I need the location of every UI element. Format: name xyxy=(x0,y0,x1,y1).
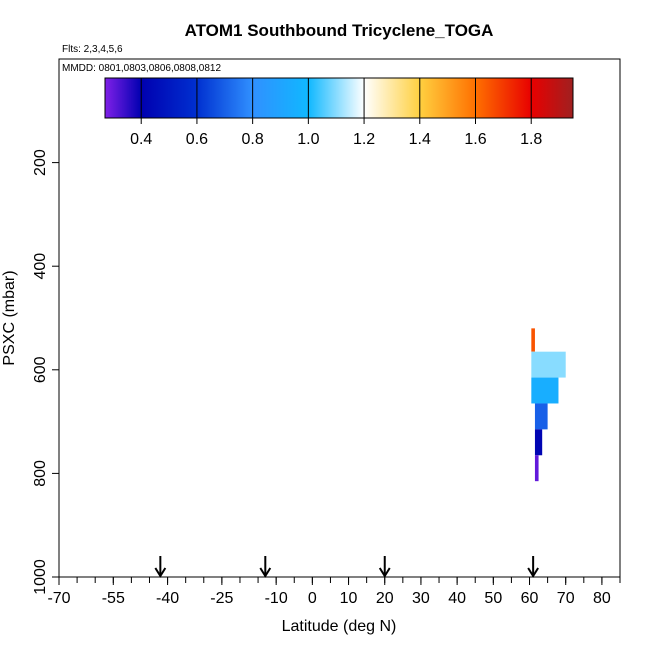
x-tick-label: 0 xyxy=(308,590,317,607)
y-tick-label: 400 xyxy=(32,253,49,280)
data-bar xyxy=(531,377,559,404)
data-bars xyxy=(531,328,566,482)
x-axis: -70 -55 -40 -25 -10 0 10 20 30 40 50 60 70 80 xyxy=(47,577,621,607)
x-tick-label: -10 xyxy=(265,590,288,607)
x-tick-label: 30 xyxy=(412,590,430,607)
down-arrow-head xyxy=(154,567,167,578)
chart-title: ATOM1 Southbound Tricyclene_TOGA xyxy=(185,21,494,40)
colorbar-strip xyxy=(104,77,574,119)
x-tick-label: 10 xyxy=(340,590,358,607)
colorbar: 0.4 0.6 0.8 1.0 1.2 1.4 1.6 1.8 xyxy=(104,77,574,148)
x-tick-label: 40 xyxy=(448,590,466,607)
y-tick-label: 200 xyxy=(32,149,49,176)
x-tick-label: 20 xyxy=(376,590,394,607)
colorbar-tick-label: 0.6 xyxy=(186,131,208,148)
x-tick-label: -70 xyxy=(47,590,70,607)
colorbar-tick-label: 1.0 xyxy=(297,131,319,148)
colorbar-tick-label: 1.4 xyxy=(409,131,431,148)
x-tick-label: 60 xyxy=(521,590,539,607)
x-tick-label: -40 xyxy=(156,590,179,607)
x-tick-label: 80 xyxy=(593,590,611,607)
flights-note: Flts: 2,3,4,5,6 xyxy=(62,44,123,55)
y-tick-label: 600 xyxy=(32,356,49,383)
x-tick-label: -55 xyxy=(102,590,125,607)
x-tick-label: 70 xyxy=(557,590,575,607)
data-bar xyxy=(531,328,535,352)
x-axis-label: Latitude (deg N) xyxy=(282,618,397,635)
y-tick-label: 1000 xyxy=(32,559,49,595)
colorbar-tick-label: 0.4 xyxy=(130,131,152,148)
y-axis-label: PSXC (mbar) xyxy=(1,270,18,365)
colorbar-tick-label: 1.8 xyxy=(520,131,542,148)
colorbar-tick-label: 0.8 xyxy=(242,131,264,148)
flight-latitude-markers xyxy=(154,556,539,578)
data-bar xyxy=(534,403,548,430)
colorbar-tick-label: 1.2 xyxy=(353,131,375,148)
y-axis: 200 400 600 800 1000 xyxy=(32,149,59,595)
colorbar-tick-label: 1.6 xyxy=(464,131,486,148)
down-arrow-head xyxy=(378,567,391,578)
data-bar xyxy=(534,429,543,456)
down-arrow-head xyxy=(259,567,272,578)
data-bar xyxy=(534,455,539,482)
x-tick-label: 50 xyxy=(484,590,502,607)
dates-note: MMDD: 0801,0803,0806,0808,0812 xyxy=(62,63,221,74)
down-arrow-head xyxy=(527,567,539,578)
x-tick-label: -25 xyxy=(210,590,233,607)
plot-frame xyxy=(58,58,621,578)
data-bar xyxy=(531,351,566,378)
y-tick-label: 800 xyxy=(32,460,49,487)
